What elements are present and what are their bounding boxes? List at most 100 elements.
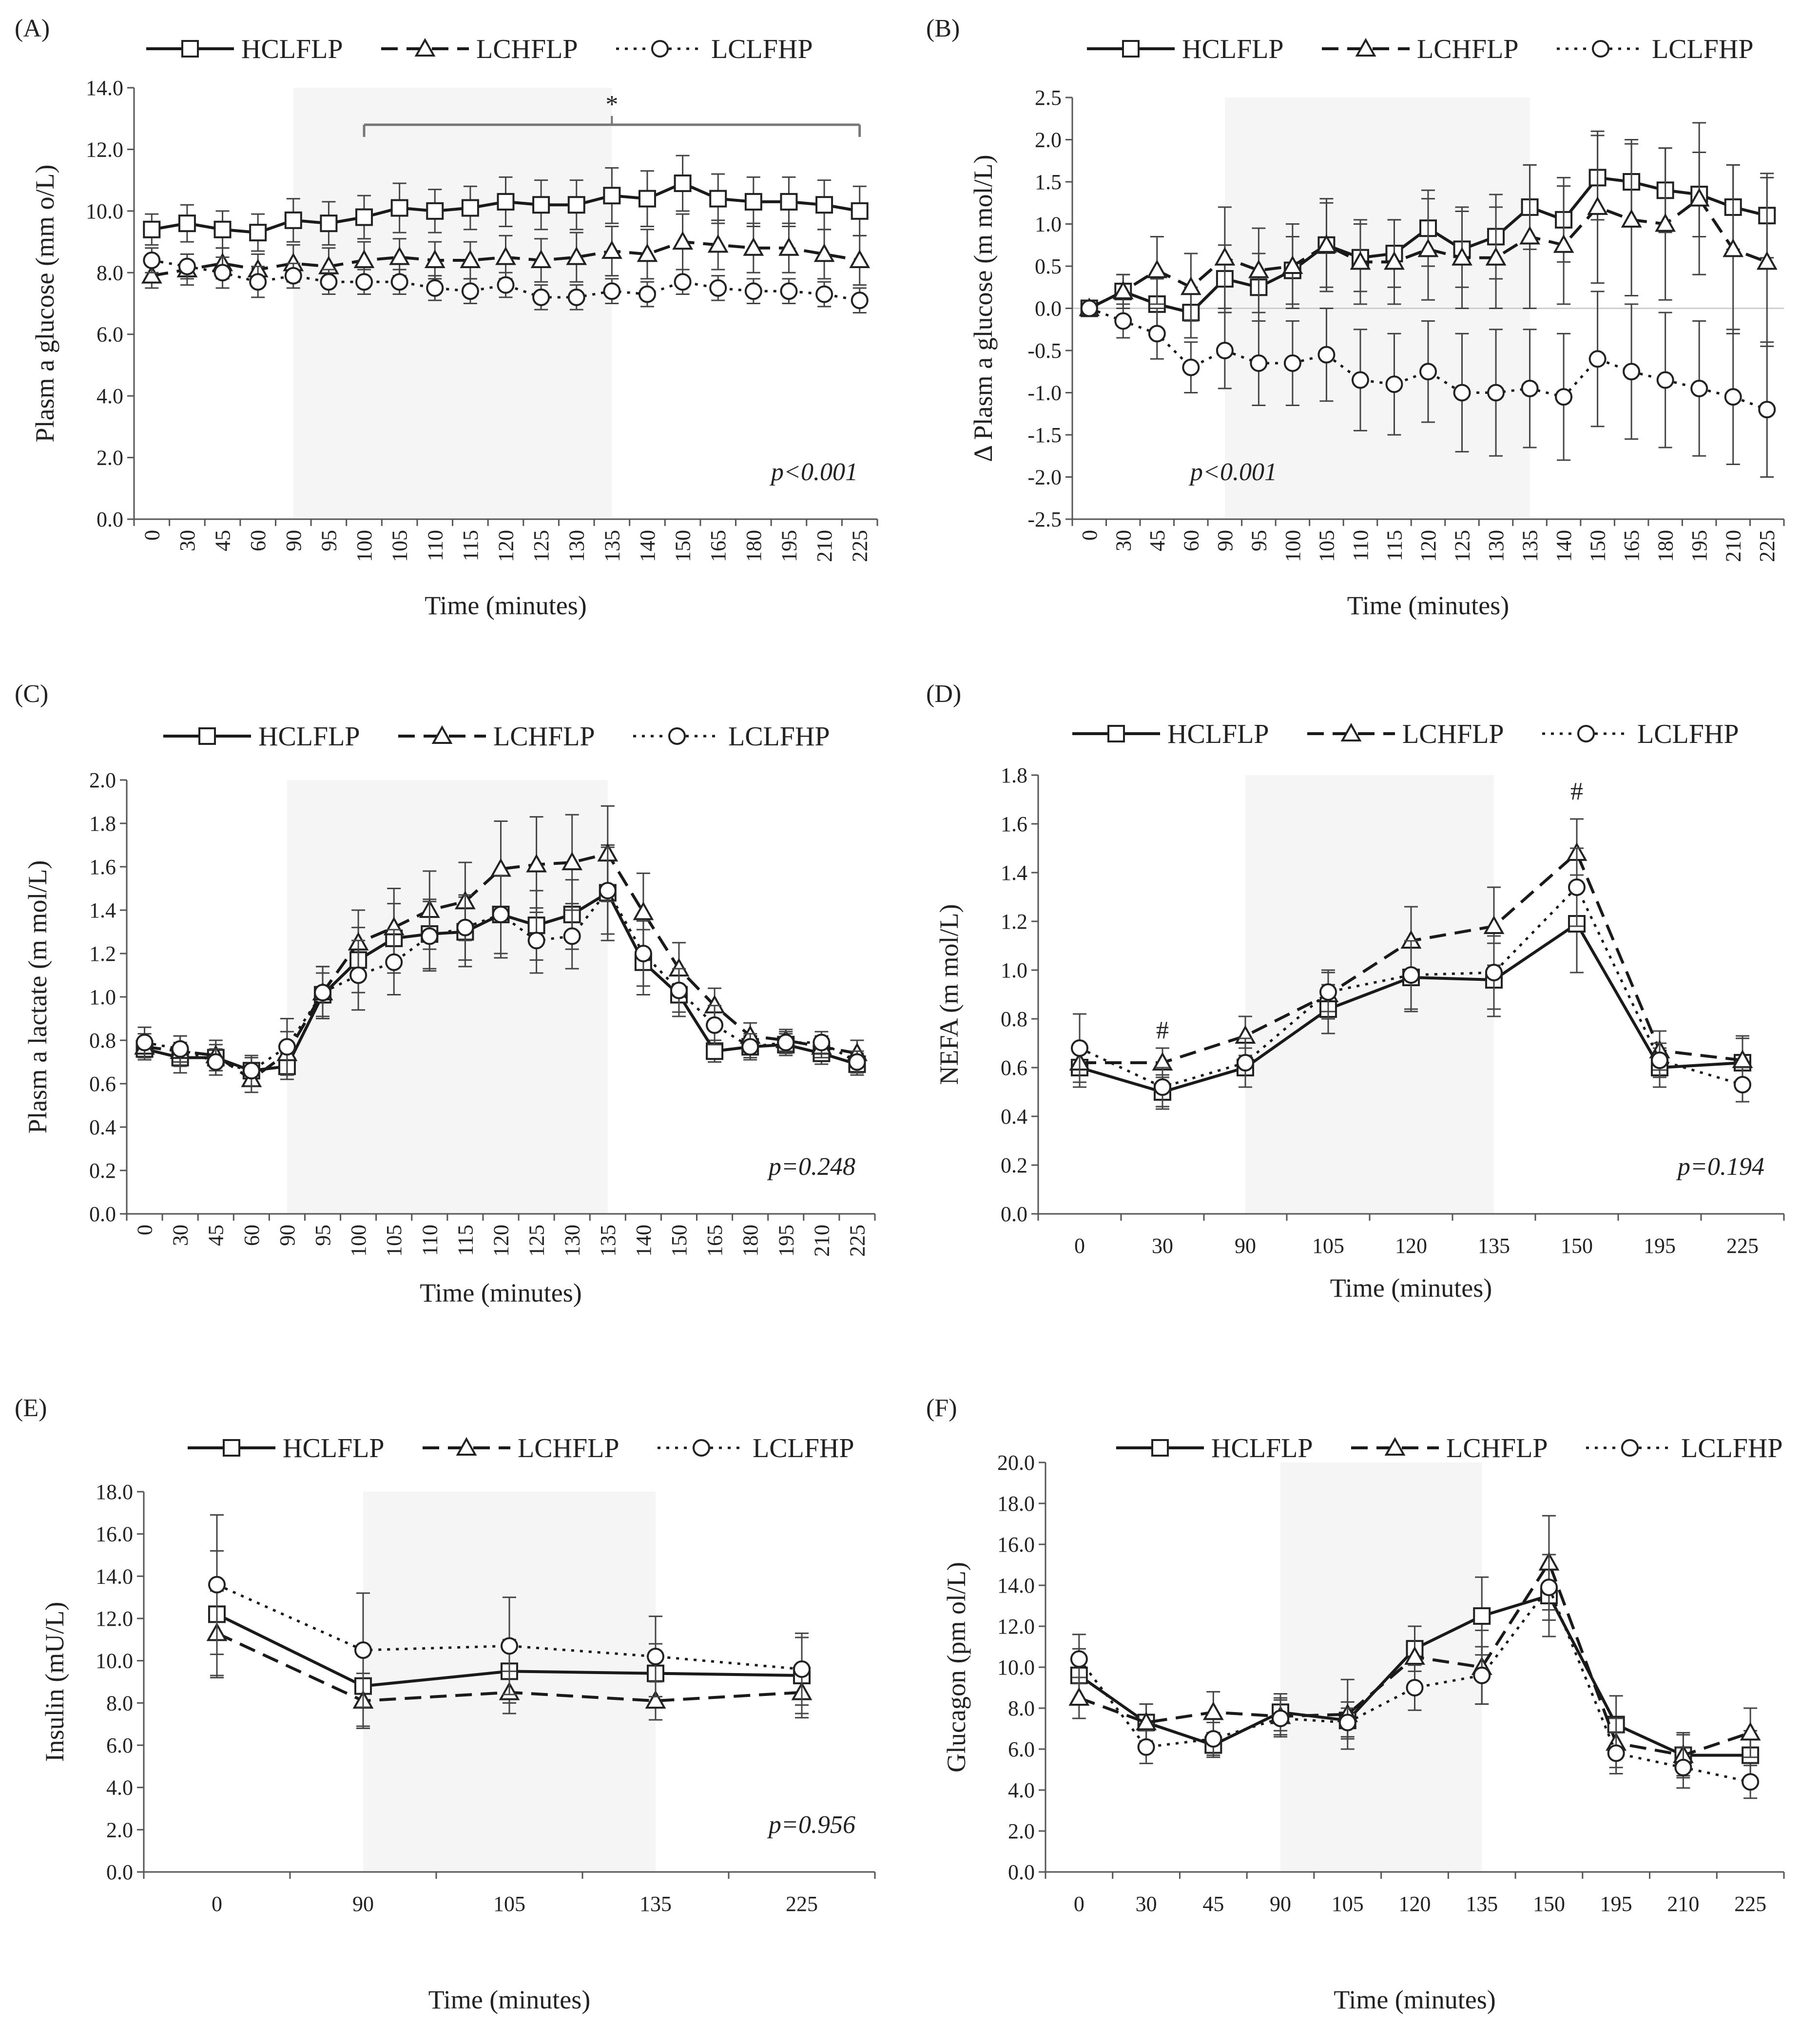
data-point	[1688, 188, 1710, 207]
x-tick-label: 95	[311, 1225, 335, 1246]
x-tick-label: 45	[204, 1225, 228, 1246]
series-lclfhp	[136, 846, 866, 1087]
y-axis-title: Plasm a lactate (m mol/L)	[23, 860, 52, 1134]
x-tick-label: 0	[140, 530, 164, 541]
data-point	[278, 1038, 296, 1056]
x-tick-label: 150	[671, 530, 695, 562]
chart-panel-c: 0.0 0.2 0.4 0.6 0.8 1.0 1.2 1.4 1.6 1.8 2.0 0 30 45 60…	[15, 680, 876, 1307]
exercise-shade	[293, 88, 612, 519]
series-lclfhp	[1071, 847, 1751, 1108]
y-tick-label: -0.5	[1027, 339, 1062, 363]
x-tick-label: 180	[742, 530, 766, 562]
x-tick-label: 165	[1620, 530, 1644, 562]
data-point	[1568, 878, 1586, 896]
data-point	[1473, 1666, 1491, 1684]
x-tick-label: 90	[1213, 530, 1237, 551]
data-point	[634, 945, 652, 962]
data-point	[1154, 1078, 1171, 1096]
x-tick-label: 110	[418, 1225, 442, 1256]
x-tick-label: 135	[1518, 530, 1542, 562]
data-point	[603, 187, 621, 205]
data-point	[1406, 1679, 1424, 1696]
y-tick-label: 1.8	[89, 812, 116, 836]
p-value: p=0.248	[767, 1153, 855, 1181]
x-tick-label: 0	[1074, 1234, 1085, 1258]
x-tick-label: 30	[1111, 530, 1135, 551]
x-tick-label: 140	[632, 1225, 656, 1257]
x-axis-title: Time (minutes)	[1347, 591, 1510, 620]
legend: HCLFLP LCHFLP LCLFHP	[1087, 34, 1754, 64]
x-tick-label: 0	[212, 1892, 222, 1916]
legend-label: LCHFLP	[518, 1433, 620, 1463]
data-point	[349, 966, 368, 984]
x-tick-label: 125	[525, 1225, 549, 1257]
y-tick-label: 4.0	[1008, 1778, 1035, 1802]
data-point	[1338, 1714, 1356, 1732]
data-point	[208, 1576, 226, 1594]
panel-label: (D)	[926, 680, 961, 708]
legend-marker	[1151, 1439, 1169, 1457]
data-point	[1417, 238, 1439, 257]
x-tick-label: 120	[489, 1225, 513, 1257]
data-point	[1756, 251, 1778, 270]
significance-star: *	[605, 91, 618, 118]
legend-marker	[1577, 725, 1595, 742]
data-point	[1319, 983, 1337, 1001]
y-tick-label: 6.0	[106, 1734, 133, 1757]
data-point	[780, 282, 798, 300]
x-tick-label: 225	[1755, 530, 1779, 562]
y-tick-label: 20.0	[997, 1451, 1035, 1475]
data-point	[647, 1648, 664, 1665]
x-tick-label: 90	[282, 530, 306, 551]
data-point	[1453, 384, 1471, 402]
x-tick-label: 120	[1395, 1234, 1427, 1258]
y-axis-title: Insulin (mU/L)	[40, 1602, 69, 1762]
data-point	[780, 193, 798, 211]
data-point	[567, 288, 585, 306]
data-point	[1740, 1722, 1761, 1741]
legend: HCLFLP LCHFLP LCLFHP	[1116, 1433, 1783, 1463]
x-tick-label: 100	[352, 530, 376, 562]
x-tick-label: 195	[777, 530, 801, 562]
x-tick-label: 195	[774, 1225, 798, 1257]
data-point	[460, 249, 481, 268]
chart-panel-b: -2.5 -2.0 -1.5 -1.0 -0.5 0.0 0.5 1.0 1.5 2.0 2.5 0 3…	[926, 15, 1785, 620]
x-tick-label: 180	[738, 1225, 762, 1257]
x-tick-label: 210	[1667, 1892, 1699, 1916]
data-point	[354, 1641, 372, 1659]
legend-marker	[1340, 722, 1362, 741]
data-point	[1588, 350, 1607, 368]
legend-marker	[1107, 725, 1125, 742]
data-point	[1385, 375, 1403, 393]
data-point	[495, 246, 516, 265]
legend-label: LCLFHP	[728, 721, 830, 752]
data-point	[813, 1033, 831, 1052]
data-point	[1137, 1738, 1155, 1756]
chart-panel-a: 0.0 2.0 4.0 6.0 8.0 10.0 12.0 14.0 0 30 45 60 90 95 10…	[15, 15, 878, 620]
data-point	[497, 276, 515, 294]
x-tick-label: 195	[1644, 1234, 1676, 1258]
data-point	[1404, 1646, 1425, 1665]
data-point	[530, 249, 552, 268]
y-tick-label: 1.0	[1035, 213, 1062, 236]
x-tick-label: 225	[1726, 1234, 1759, 1258]
data-point	[389, 246, 410, 265]
legend-marker	[414, 38, 436, 57]
y-tick-label: 12.0	[997, 1615, 1035, 1638]
x-tick-label: 210	[1722, 530, 1745, 562]
panel-label: (B)	[926, 15, 960, 42]
y-tick-label: 8.0	[106, 1691, 133, 1715]
x-tick-label: 150	[1533, 1892, 1565, 1916]
data-point	[385, 953, 403, 971]
y-tick-label: 0.0	[97, 507, 123, 531]
data-point	[674, 273, 692, 291]
x-tick-label: 45	[1202, 1892, 1224, 1916]
data-point	[171, 1040, 189, 1058]
y-tick-label: 1.0	[1001, 958, 1027, 982]
data-point	[1114, 312, 1132, 330]
data-point	[213, 220, 232, 238]
data-point	[707, 234, 729, 253]
y-tick-label: 0.8	[89, 1029, 116, 1052]
x-tick-label: 225	[786, 1892, 818, 1916]
data-point	[320, 214, 338, 233]
